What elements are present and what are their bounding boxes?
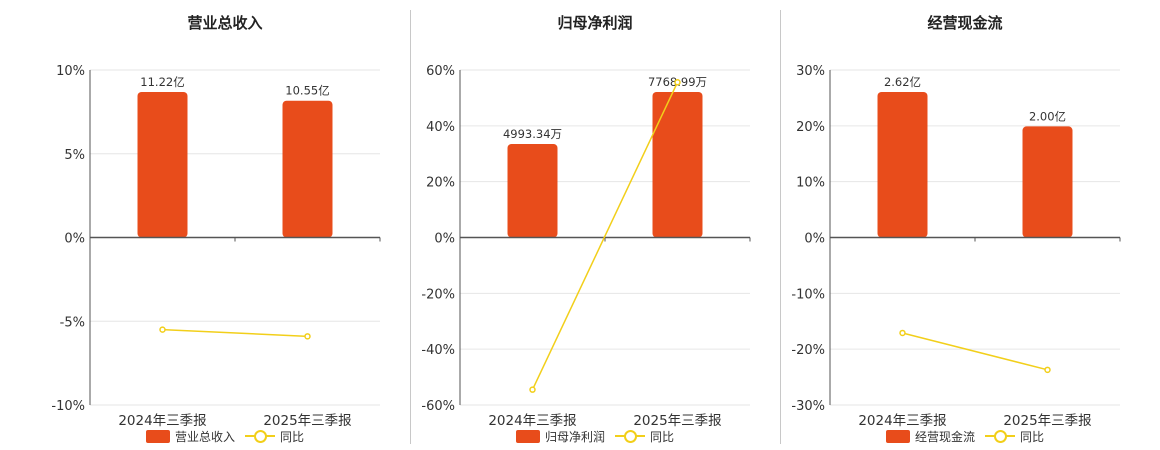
- chart-svg: 30% 20% 10% 0% -10% -20% -30% 2.62亿 2024年三季报 2.00…: [791, 64, 1121, 429]
- legend-bar-swatch: [885, 429, 910, 443]
- y-tick-label: -20%: [421, 287, 455, 302]
- y-tick-label: 0%: [64, 232, 85, 247]
- legend-line-label: 同比: [650, 429, 675, 444]
- y-tick-label: 20%: [796, 120, 825, 135]
- chart-panel-operating-cash-flow: 经营现金流 30% 20% 10% 0% -10% -20% -30% 2.62亿 2024年三…: [780, 0, 1150, 450]
- y-tick-label: 10%: [796, 176, 825, 191]
- legend-item-bar[interactable]: 经营现金流: [885, 428, 975, 445]
- yoy-point: [1044, 366, 1051, 374]
- yoy-point: [899, 329, 906, 337]
- x-category-label: 2024年三季报: [488, 413, 576, 429]
- legend-item-line[interactable]: 同比: [615, 428, 674, 445]
- bar-data-label: 2.62亿: [884, 75, 921, 89]
- bar: [652, 92, 703, 238]
- chart-svg: 60%40%20%0%-20%-40%-60%4993.34万2024年三季报7…: [421, 64, 751, 429]
- bar: [877, 92, 928, 238]
- panel-divider: [410, 10, 411, 444]
- panel-divider: [780, 10, 781, 444]
- y-tick-label: -20%: [791, 343, 825, 358]
- legend-item-line[interactable]: 同比: [985, 428, 1044, 445]
- x-category-label: 2025年三季报: [633, 413, 721, 429]
- legend-bar-label: 营业总收入: [174, 429, 235, 444]
- chart-panel-net-profit: 归母净利润 60% 40% 20% 0% -20% -40% -60% 4993.34万 202…: [410, 0, 780, 450]
- chart-panel-revenue: 营业总收入 10% 5% 0% -5% -10% 11.22亿 2024年三季报 10.55亿…: [40, 0, 410, 450]
- x-category-label: 2025年三季报: [263, 413, 351, 429]
- x-category-label: 2024年三季报: [858, 413, 946, 429]
- chart-title: 营业总收入: [187, 14, 263, 32]
- legend-bar-label: 经营现金流: [914, 429, 975, 444]
- y-tick-label: 5%: [64, 148, 85, 163]
- y-tick-label: -10%: [791, 287, 825, 302]
- chart-title: 归母净利润: [557, 14, 633, 32]
- yoy-point: [159, 326, 166, 333]
- y-tick-label: -30%: [791, 399, 825, 414]
- chart-title: 经营现金流: [927, 14, 1003, 32]
- bar-data-label: 11.22亿: [140, 75, 184, 89]
- y-tick-label: -5%: [60, 315, 85, 330]
- bar-data-label: 4993.34万: [503, 127, 562, 141]
- y-tick-label: 10%: [56, 64, 85, 79]
- legend-line-swatch: [985, 429, 1015, 443]
- y-tick-label: -60%: [421, 399, 455, 414]
- legend-bar-label: 归母净利润: [544, 429, 605, 444]
- y-tick-label: -40%: [421, 343, 455, 358]
- legend-line-label: 同比: [280, 429, 305, 444]
- legend-bar-swatch: [145, 429, 170, 443]
- y-tick-label: 60%: [426, 64, 455, 79]
- legend-line-swatch: [615, 429, 645, 443]
- legend: 经营现金流 同比: [780, 428, 1150, 444]
- bar: [507, 143, 558, 238]
- legend-line-swatch: [245, 429, 275, 443]
- legend-line-label: 同比: [1020, 429, 1045, 444]
- y-tick-label: 30%: [796, 64, 825, 79]
- y-tick-label: 0%: [804, 232, 825, 247]
- y-tick-label: 40%: [426, 120, 455, 135]
- y-tick-label: 0%: [434, 232, 455, 247]
- x-category-label: 2024年三季报: [118, 413, 206, 429]
- bar-data-label: 2.00亿: [1029, 109, 1066, 123]
- yoy-point: [304, 333, 311, 340]
- legend-bar-swatch: [515, 429, 540, 443]
- yoy-point: [529, 386, 536, 393]
- y-tick-label: 20%: [426, 176, 455, 191]
- yoy-point: [674, 79, 681, 86]
- bar: [137, 92, 188, 238]
- legend: 营业总收入 同比: [40, 428, 410, 444]
- x-category-label: 2025年三季报: [1003, 413, 1091, 429]
- bar-data-label: 10.55亿: [285, 84, 329, 98]
- chart-svg: 10% 5% 0% -5% -10% 11.22亿 2024年三季报 10.55亿 2025年三…: [51, 64, 381, 429]
- legend: 归母净利润 同比: [410, 428, 780, 444]
- legend-item-bar[interactable]: 营业总收入: [145, 428, 235, 445]
- y-tick-label: -10%: [51, 399, 85, 414]
- yoy-line: [162, 328, 308, 338]
- yoy-line: [531, 81, 679, 390]
- bar: [282, 100, 333, 238]
- legend-item-bar[interactable]: 归母净利润: [515, 428, 605, 445]
- legend-item-line[interactable]: 同比: [245, 428, 304, 445]
- bar: [1022, 126, 1073, 238]
- yoy-line: [902, 332, 1048, 371]
